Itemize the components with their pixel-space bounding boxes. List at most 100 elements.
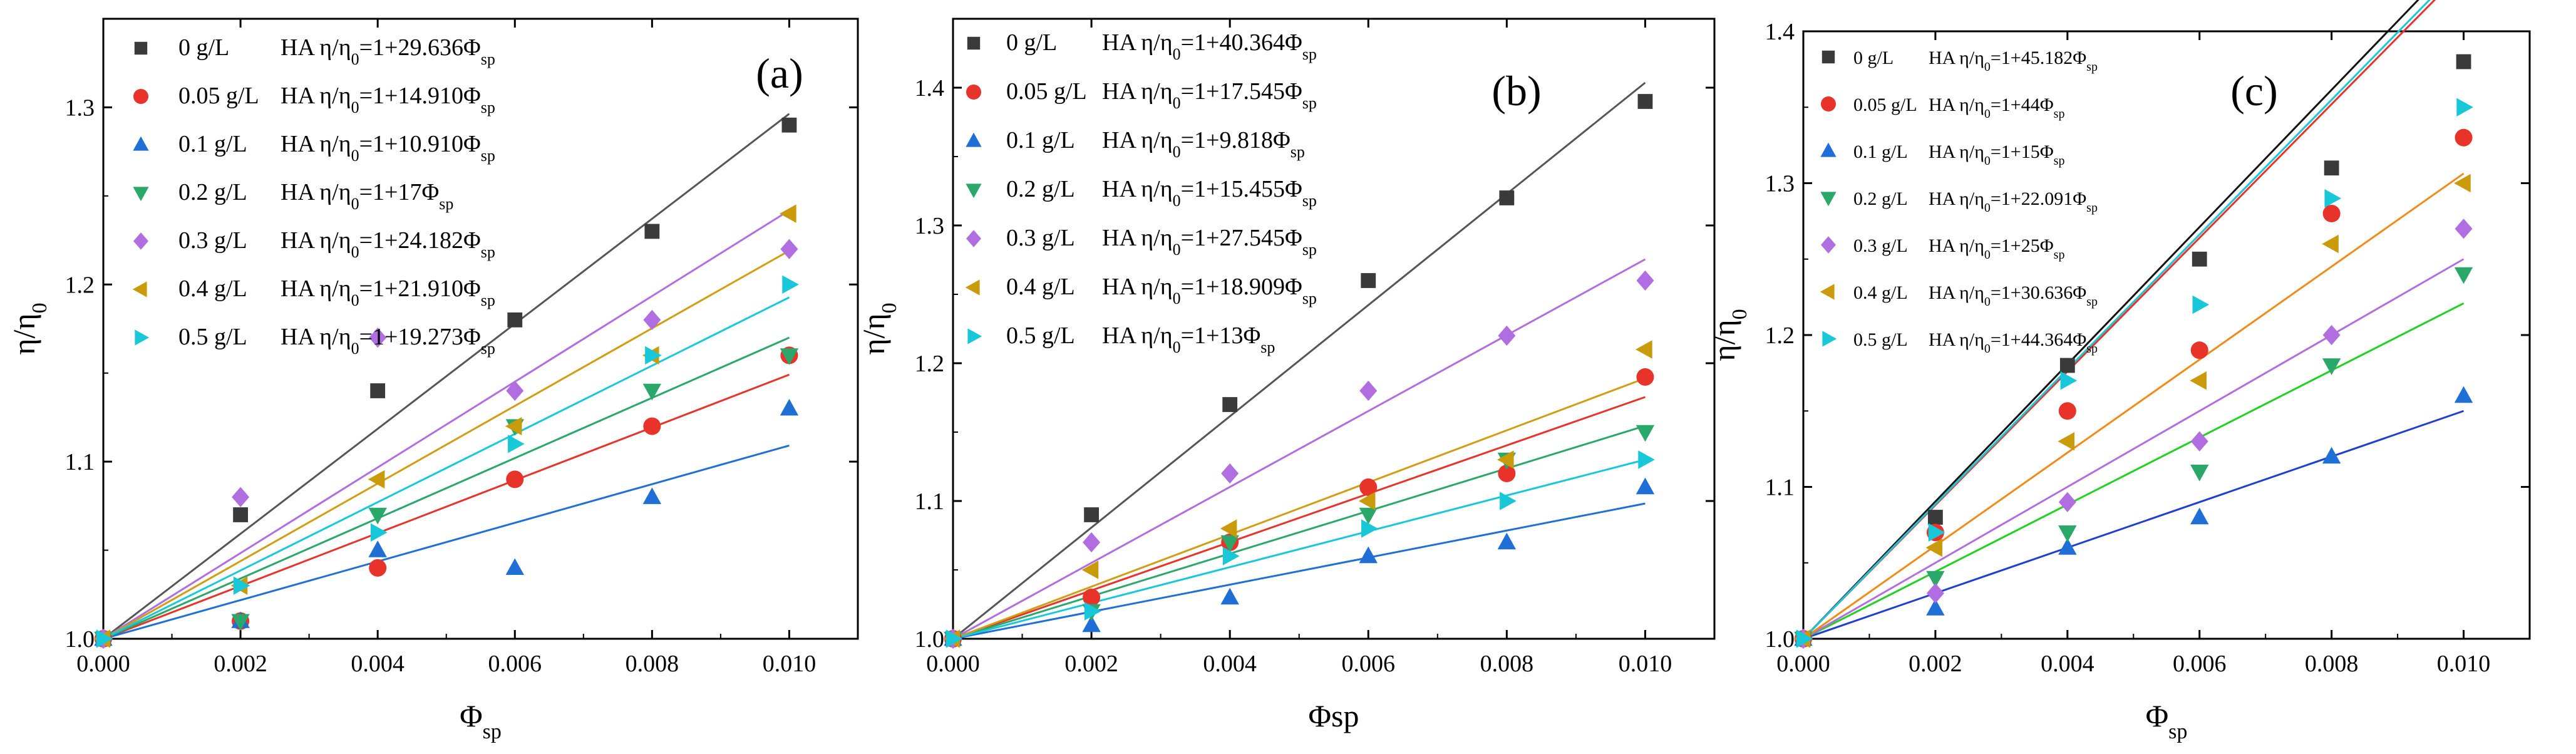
legend-label-main: 0.05 g/L: [178, 83, 259, 109]
y-tick-label: 1.4: [1765, 19, 1795, 45]
legend-eq-sub-sp: sp: [481, 243, 495, 261]
legend-eq-sub-sp: sp: [481, 98, 495, 116]
legend-eq-body: =1+44.364Φ: [1991, 329, 2086, 350]
legend-marker: [1822, 331, 1837, 347]
data-point: [2058, 525, 2077, 542]
legend-label-main: 0 g/L: [178, 34, 229, 61]
data-point: [1636, 477, 1655, 495]
legend-eq-sub0: 0: [1173, 338, 1181, 356]
legend-label-main: 0.4 g/L: [1853, 282, 1908, 303]
x-tick-label: 0.000: [926, 651, 980, 677]
legend-eq-sub0: 0: [1984, 342, 1991, 356]
legend-eq-sub0: 0: [351, 195, 359, 213]
x-tick-label: 0.006: [488, 651, 542, 677]
data-point: [1926, 583, 1944, 604]
legend-marker: [1821, 236, 1836, 254]
data-point: [231, 614, 250, 631]
data-point: [1084, 507, 1099, 522]
legend-eq-sub-sp: sp: [2086, 60, 2098, 74]
legend-equation: HA η/η0=1+14.910Φsp: [281, 83, 495, 116]
x-tick-label-main: 0.008: [2305, 651, 2359, 677]
legend-equation: HA η/η0=1+22.091Φsp: [1929, 189, 2098, 215]
y-tick-label: 1.0: [915, 626, 945, 653]
fit-line-02gL: [952, 425, 1646, 640]
x-tick-label: 0.008: [626, 651, 679, 677]
data-point: [2322, 447, 2341, 464]
data-point: [1637, 94, 1653, 109]
legend-marker: [1821, 50, 1835, 64]
data-point: [1220, 535, 1239, 552]
legend-marker: [134, 41, 148, 55]
legend-eq-body: =1+10.910Φ: [359, 131, 481, 157]
legend-eq-prefix: HA η/η: [1929, 142, 1984, 162]
legend-eq-prefix: HA η/η: [281, 227, 351, 254]
legend-eq-body: =1+15Φ: [1991, 142, 2054, 162]
x-tick-label-main: 0.002: [1909, 651, 1962, 677]
data-point: [1636, 425, 1655, 442]
legend-label: 0.05 g/L: [178, 83, 259, 109]
y-tick-label: 1.2: [65, 272, 95, 298]
data-point: [2192, 251, 2207, 267]
legend-eq-prefix: HA η/η: [1929, 189, 1984, 209]
data-point: [1083, 589, 1101, 606]
data-point: [2190, 341, 2208, 359]
legend-eq-sub-sp: sp: [481, 50, 495, 68]
x-tick-label-main: 0.000: [926, 651, 980, 677]
legend-eq-sub0: 0: [1173, 289, 1181, 307]
fit-line-03gL: [103, 209, 790, 640]
legend-eq-body: =1+14.910Φ: [359, 83, 481, 109]
legend-label: 0.05 g/L: [1006, 78, 1087, 105]
legend-marker: [1820, 284, 1835, 300]
legend-eq-prefix: HA η/η: [281, 276, 351, 302]
x-tick-label: 0.000: [1776, 651, 1830, 677]
legend-eq-sub0: 0: [351, 339, 359, 358]
data-point: [1084, 602, 1101, 621]
legend-label: 0.5 g/L: [1853, 329, 1908, 350]
legend-eq-sub0: 0: [1173, 143, 1181, 161]
legend-label-main: 0.1 g/L: [178, 131, 247, 157]
data-point: [1498, 325, 1516, 346]
legend-equation: HA η/η0=1+25Φsp: [1929, 235, 2064, 262]
fit-line-0gL: [1802, 0, 2419, 640]
x-tick-label-main: 0.010: [1619, 651, 1672, 677]
data-point: [233, 507, 248, 522]
data-point: [508, 435, 525, 453]
legend-eq-prefix: HA η/η: [1102, 78, 1173, 105]
legend-eq-body: =1+21.910Φ: [359, 276, 481, 302]
x-tick-label: 0.002: [1909, 651, 1962, 677]
y-tick-label: 1.2: [1765, 323, 1795, 349]
legend-label: 0.4 g/L: [1853, 282, 1908, 303]
legend-equation: HA η/η0=1+10.910Φsp: [281, 131, 495, 165]
legend-eq-sub-sp: sp: [481, 339, 495, 358]
legend-label-main: 0.1 g/L: [1006, 127, 1075, 153]
data-point: [1083, 532, 1101, 553]
data-point: [780, 239, 798, 259]
data-point: [505, 558, 524, 576]
data-point: [233, 576, 250, 595]
legend-eq-sub0: 0: [351, 243, 359, 261]
data-point: [370, 523, 388, 542]
legend-eq-prefix: HA η/η: [281, 324, 351, 350]
legend-equation: HA η/η0=1+40.364Φsp: [1102, 29, 1317, 63]
legend-label-main: 0.5 g/L: [1853, 329, 1908, 350]
legend-equation: HA η/η0=1+45.182Φsp: [1929, 48, 2098, 74]
data-point: [1220, 587, 1239, 605]
x-axis-label-subscript: sp: [2168, 720, 2187, 743]
y-tick-label-main: 1.3: [915, 213, 945, 239]
legend-eq-body: =1+25Φ: [1991, 235, 2054, 256]
data-point: [782, 275, 799, 294]
x-tick-label-main: 0.010: [763, 651, 817, 677]
data-point: [780, 348, 799, 365]
legend-eq-sub-sp: sp: [439, 195, 453, 213]
legend-eq-sub0: 0: [1984, 295, 1991, 309]
data-point: [945, 629, 963, 648]
legend-eq-body: =1+9.818Φ: [1181, 127, 1291, 153]
y-axis-label-main: η/η: [856, 313, 891, 354]
legend-label-main: 0.2 g/L: [1006, 176, 1075, 202]
legend-eq-body: =1+44Φ: [1991, 95, 2054, 115]
legend-label-main: 0 g/L: [1853, 48, 1893, 68]
chart-panel-c: 0.000 0.002 0.004 0.006 0.008 0.010 1.0 1.1 1.2 1…: [1706, 0, 2531, 743]
data-point: [1928, 510, 1943, 525]
x-tick-label: 0.004: [1203, 651, 1257, 677]
